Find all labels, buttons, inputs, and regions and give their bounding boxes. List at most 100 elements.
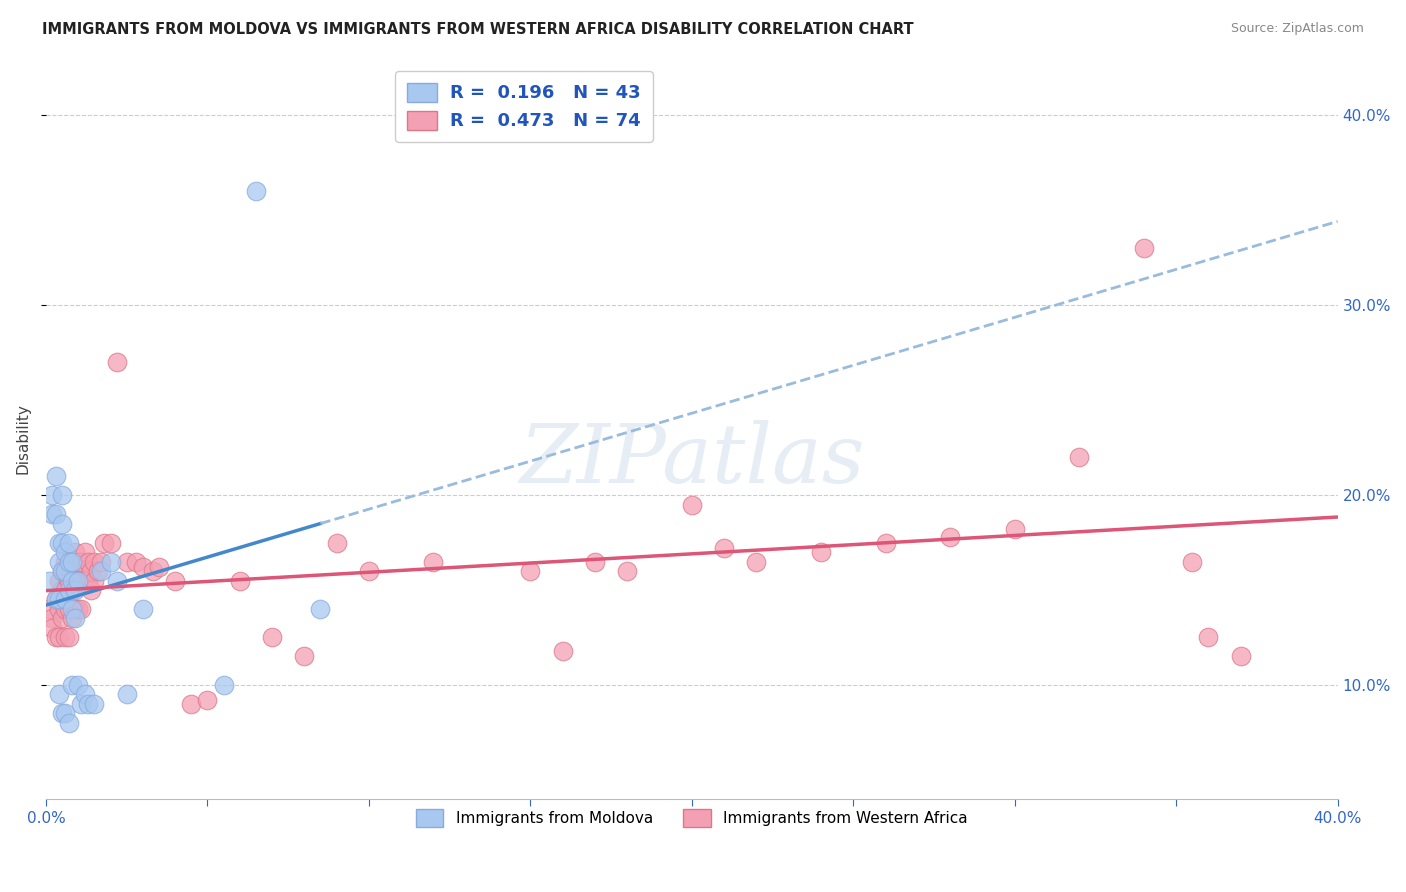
Point: [63, 611, 86, 625]
Point: [309, 602, 332, 616]
Point: [292, 649, 315, 664]
Point: [77, 574, 100, 588]
Point: [875, 535, 897, 549]
Point: [60, 574, 83, 588]
Point: [45, 469, 67, 483]
Point: [51, 611, 73, 625]
Point: [38, 574, 60, 588]
Point: [245, 185, 267, 199]
Point: [53, 555, 76, 569]
Point: [45, 592, 67, 607]
Point: [53, 706, 76, 721]
Point: [90, 555, 112, 569]
Point: [53, 564, 76, 578]
Point: [165, 574, 187, 588]
Point: [212, 678, 235, 692]
Point: [1181, 555, 1204, 569]
Point: [53, 592, 76, 607]
Point: [53, 545, 76, 559]
Point: [148, 560, 170, 574]
Point: [105, 355, 128, 369]
Point: [48, 592, 70, 607]
Point: [58, 582, 80, 597]
Point: [63, 602, 86, 616]
Point: [58, 564, 80, 578]
Point: [551, 644, 574, 658]
Point: [38, 602, 60, 616]
Point: [132, 560, 155, 574]
Point: [63, 574, 86, 588]
Point: [51, 582, 73, 597]
Point: [681, 498, 703, 512]
Point: [51, 564, 73, 578]
Point: [73, 687, 96, 701]
Point: [70, 602, 93, 616]
Point: [51, 564, 73, 578]
Point: [1069, 450, 1091, 464]
Point: [83, 697, 105, 711]
Point: [115, 555, 138, 569]
Point: [73, 574, 96, 588]
Point: [48, 631, 70, 645]
Point: [53, 602, 76, 616]
Point: [60, 611, 83, 625]
Point: [67, 574, 90, 588]
Point: [810, 545, 832, 559]
Point: [48, 687, 70, 701]
Point: [51, 488, 73, 502]
Point: [70, 574, 93, 588]
Point: [48, 602, 70, 616]
Point: [60, 555, 83, 569]
Point: [325, 535, 347, 549]
Point: [115, 687, 138, 701]
Point: [45, 592, 67, 607]
Point: [58, 574, 80, 588]
Point: [90, 564, 112, 578]
Text: IMMIGRANTS FROM MOLDOVA VS IMMIGRANTS FROM WESTERN AFRICA DISABILITY CORRELATION: IMMIGRANTS FROM MOLDOVA VS IMMIGRANTS FR…: [42, 22, 914, 37]
Point: [1198, 631, 1220, 645]
Point: [51, 535, 73, 549]
Point: [58, 602, 80, 616]
Point: [83, 574, 105, 588]
Point: [60, 582, 83, 597]
Point: [67, 678, 90, 692]
Legend: Immigrants from Moldova, Immigrants from Western Africa: Immigrants from Moldova, Immigrants from…: [408, 802, 976, 835]
Y-axis label: Disability: Disability: [15, 402, 30, 474]
Point: [180, 697, 202, 711]
Point: [41, 611, 63, 625]
Point: [67, 602, 90, 616]
Point: [77, 697, 100, 711]
Point: [45, 631, 67, 645]
Point: [73, 545, 96, 559]
Point: [745, 555, 768, 569]
Point: [45, 507, 67, 521]
Point: [58, 535, 80, 549]
Point: [53, 631, 76, 645]
Point: [100, 535, 122, 549]
Point: [70, 555, 93, 569]
Point: [197, 693, 219, 707]
Point: [51, 706, 73, 721]
Point: [93, 535, 115, 549]
Point: [422, 555, 444, 569]
Point: [1004, 522, 1026, 536]
Point: [53, 582, 76, 597]
Point: [60, 564, 83, 578]
Point: [63, 545, 86, 559]
Point: [41, 507, 63, 521]
Point: [583, 555, 606, 569]
Point: [58, 631, 80, 645]
Point: [86, 564, 108, 578]
Point: [125, 555, 148, 569]
Point: [77, 555, 100, 569]
Point: [58, 555, 80, 569]
Point: [357, 564, 380, 578]
Text: Source: ZipAtlas.com: Source: ZipAtlas.com: [1230, 22, 1364, 36]
Point: [141, 564, 163, 578]
Point: [132, 602, 155, 616]
Point: [67, 555, 90, 569]
Point: [60, 678, 83, 692]
Point: [105, 574, 128, 588]
Point: [70, 697, 93, 711]
Point: [83, 555, 105, 569]
